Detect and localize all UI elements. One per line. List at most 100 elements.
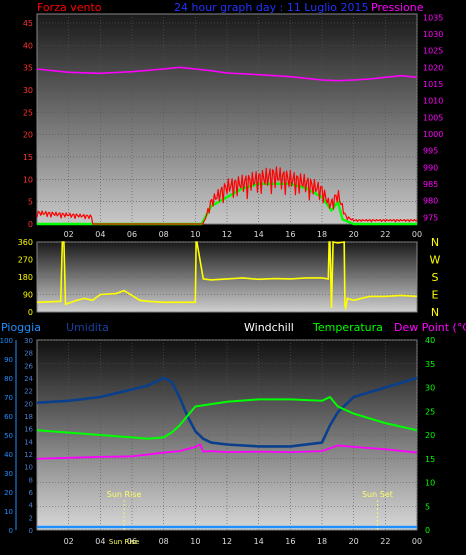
- humidity-tick-label: 26: [24, 362, 33, 370]
- pressure-tick-label: 990: [423, 163, 438, 172]
- wind-tick-label: 0: [28, 220, 33, 229]
- hour-tick-label: 12: [222, 537, 232, 546]
- rain-tick-label: 50: [4, 432, 13, 440]
- wind-axis-label: Forza vento: [37, 1, 102, 14]
- compass-tick-label: N: [431, 236, 439, 249]
- pressure-tick-label: 1000: [423, 130, 443, 139]
- rain-tick-label: 20: [4, 489, 13, 497]
- sunrise-axis-label: Sun Rise: [109, 538, 139, 546]
- pressure-tick-label: 1020: [423, 63, 443, 72]
- pressure-tick-label: 1010: [423, 97, 443, 106]
- hour-tick-label: 22: [380, 230, 390, 239]
- pressure-tick-label: 1025: [423, 47, 443, 56]
- wind-tick-label: 30: [23, 86, 33, 95]
- rain-tick-label: 30: [4, 470, 13, 478]
- direction-tick-label: 180: [18, 273, 33, 282]
- temperature-tick-label: 0: [425, 526, 430, 535]
- rain-tick-label: 100: [0, 337, 13, 345]
- temperature-tick-label: 40: [425, 336, 435, 345]
- hour-tick-label: 04: [95, 537, 105, 546]
- temperature-tick-label: 25: [425, 407, 435, 416]
- humidity-axis-label: Umidita: [66, 321, 109, 334]
- hour-tick-label: 08: [159, 230, 169, 239]
- temperature-line: [36, 396, 418, 440]
- hour-tick-label: 18: [317, 537, 327, 546]
- rain-tick-label: 0: [9, 527, 13, 535]
- humidity-tick-label: 18: [24, 413, 33, 421]
- sun-marker-label: Sun Rise: [107, 490, 142, 499]
- hour-tick-label: 08: [159, 537, 169, 546]
- humidity-tick-label: 8: [29, 476, 33, 484]
- humidity-tick-label: 24: [24, 375, 33, 383]
- rain-tick-label: 90: [4, 356, 13, 364]
- wind-tick-label: 10: [23, 175, 33, 184]
- hour-tick-label: 16: [285, 230, 295, 239]
- sun-marker-label: Sun Set: [362, 490, 393, 499]
- humidity-tick-label: 28: [24, 350, 33, 358]
- direction-tick-label: 90: [23, 291, 33, 300]
- rain-axis-label: Pioggia: [1, 321, 41, 334]
- gust-line: [37, 182, 417, 226]
- rain-tick-label: 40: [4, 451, 13, 459]
- wind-tick-label: 25: [23, 108, 33, 117]
- humidity-tick-label: 14: [24, 438, 33, 446]
- dewpoint-line: [36, 443, 418, 460]
- hour-tick-label: 00: [412, 537, 422, 546]
- hour-tick-label: 14: [254, 230, 264, 239]
- dewpoint-label: Dew Point (°C): [394, 321, 466, 334]
- humidity-tick-label: 30: [24, 337, 33, 345]
- wind-tick-label: 40: [23, 41, 33, 50]
- hour-tick-label: 14: [254, 537, 264, 546]
- pressure-tick-label: 1030: [423, 30, 443, 39]
- humidity-tick-label: 0: [29, 527, 33, 535]
- compass-tick-label: N: [431, 306, 439, 319]
- chart-title: 24 hour graph day : 11 Luglio 2015: [174, 1, 369, 14]
- wind-tick-label: 45: [23, 19, 33, 28]
- humidity-line: [36, 376, 418, 448]
- pressure-tick-label: 1005: [423, 113, 443, 122]
- windchill-label: Windchill: [244, 321, 294, 334]
- humidity-tick-label: 12: [24, 451, 33, 459]
- humidity-tick-label: 6: [29, 489, 34, 497]
- humidity-tick-label: 2: [29, 514, 33, 522]
- pressure-axis-label: Pressione: [371, 1, 424, 14]
- temperature-tick-label: 10: [425, 479, 435, 488]
- hour-tick-label: 16: [285, 537, 295, 546]
- hour-tick-label: 12: [222, 230, 232, 239]
- hour-tick-label: 20: [349, 230, 359, 239]
- hour-tick-label: 06: [127, 537, 137, 546]
- temperature-tick-label: 15: [425, 455, 435, 464]
- pressure-line: [36, 66, 418, 82]
- wind-speed-line: [36, 166, 418, 225]
- hour-tick-label: 02: [64, 230, 74, 239]
- humidity-tick-label: 20: [24, 400, 33, 408]
- pressure-tick-label: 995: [423, 147, 438, 156]
- temperature-tick-label: 20: [425, 431, 435, 440]
- hour-tick-label: 10: [190, 537, 200, 546]
- rain-tick-label: 80: [4, 375, 13, 383]
- wind-tick-label: 15: [23, 153, 33, 162]
- wind-tick-label: 5: [28, 198, 33, 207]
- hour-tick-label: 10: [190, 230, 200, 239]
- rain-tick-label: 10: [4, 508, 13, 516]
- hour-tick-label: 20: [349, 537, 359, 546]
- hour-tick-label: 18: [317, 230, 327, 239]
- pressure-tick-label: 980: [423, 197, 438, 206]
- temperature-tick-label: 35: [425, 360, 435, 369]
- wind-tick-label: 35: [23, 64, 33, 73]
- compass-tick-label: W: [430, 254, 441, 267]
- pressure-tick-label: 985: [423, 180, 438, 189]
- humidity-tick-label: 22: [24, 388, 33, 396]
- wind-direction-line: [36, 241, 418, 312]
- direction-tick-label: 270: [18, 256, 33, 265]
- humidity-tick-label: 4: [29, 502, 34, 510]
- rain-tick-label: 60: [4, 413, 13, 421]
- direction-tick-label: 0: [28, 308, 33, 317]
- direction-tick-label: 360: [18, 238, 33, 247]
- pressure-tick-label: 975: [423, 213, 438, 222]
- compass-tick-label: S: [432, 271, 439, 284]
- temperature-label: Temperatura: [312, 321, 383, 334]
- hour-tick-label: 06: [127, 230, 137, 239]
